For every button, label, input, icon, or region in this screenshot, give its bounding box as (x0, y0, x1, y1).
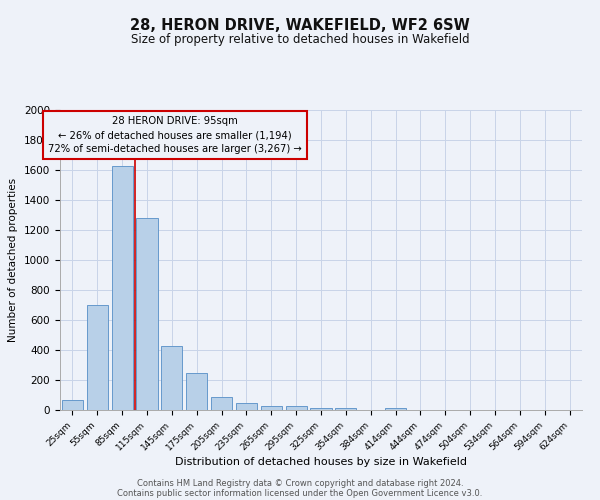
Bar (310, 408, 332, 410)
Text: Size of property relative to detached houses in Wakefield: Size of property relative to detached ho… (131, 32, 469, 46)
Bar (87, 305, 108, 410)
Bar (112, 166, 133, 410)
Y-axis label: Number of detached properties: Number of detached properties (8, 178, 19, 342)
Bar (385, 408, 406, 410)
Bar (186, 372, 207, 410)
Bar (236, 402, 257, 410)
Bar (161, 346, 182, 410)
Bar (261, 406, 282, 410)
Text: Contains public sector information licensed under the Open Government Licence v3: Contains public sector information licen… (118, 488, 482, 498)
Bar (286, 406, 307, 410)
Text: Contains HM Land Registry data © Crown copyright and database right 2024.: Contains HM Land Registry data © Crown c… (137, 478, 463, 488)
Bar (136, 218, 158, 410)
Bar (211, 396, 232, 410)
Bar (335, 408, 356, 410)
Bar (62, 400, 83, 410)
Text: 28, HERON DRIVE, WAKEFIELD, WF2 6SW: 28, HERON DRIVE, WAKEFIELD, WF2 6SW (130, 18, 470, 32)
Text: 28 HERON DRIVE: 95sqm
← 26% of detached houses are smaller (1,194)
72% of semi-d: 28 HERON DRIVE: 95sqm ← 26% of detached … (48, 116, 302, 154)
X-axis label: Distribution of detached houses by size in Wakefield: Distribution of detached houses by size … (175, 458, 467, 468)
